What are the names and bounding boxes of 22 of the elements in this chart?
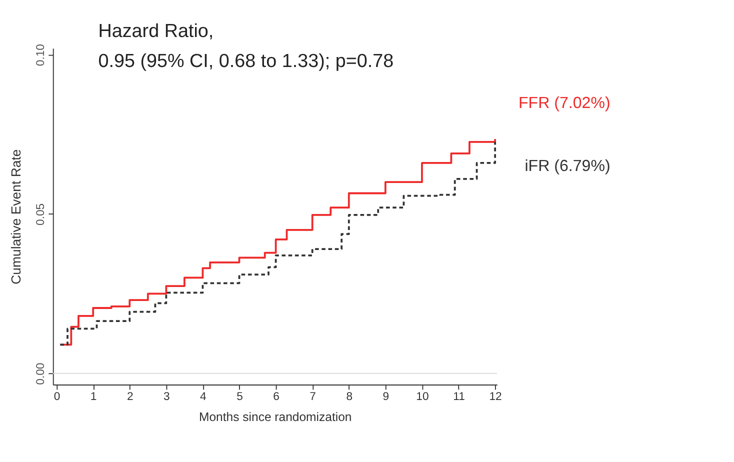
x-tick-label: 10 [416, 391, 429, 404]
x-tick-label: 0 [54, 391, 60, 404]
y-tick-label: 0.10 [34, 44, 47, 66]
x-tick-label: 3 [164, 391, 170, 404]
x-tick-label: 7 [310, 391, 316, 404]
x-tick-label: 12 [489, 391, 502, 404]
x-tick-label: 5 [236, 391, 243, 404]
text: Hazard Ratio, [98, 20, 214, 42]
y-axis-title: Cumulative Event Rate [8, 149, 24, 284]
x-tick-label: 11 [453, 391, 465, 404]
series-label: iFR (6.79%) [524, 157, 610, 176]
x-tick-label: 1 [90, 391, 97, 404]
x-axis-title: Months since randomization [199, 410, 352, 424]
x-tick-label: 4 [200, 391, 206, 404]
annotation: 0.95 (95% CI, 0.68 to 1.33); p=0.78 [98, 51, 394, 72]
text: FFR (7.02%) [518, 94, 610, 112]
x-tick-label: 6 [273, 391, 280, 404]
x-tick-label: 9 [382, 391, 390, 404]
x-tick-label: 2 [126, 391, 134, 404]
y-tick-label: 0.00 [34, 362, 47, 385]
y-tick-label: 0.05 [34, 203, 47, 226]
x-tick-label: 8 [346, 391, 353, 404]
